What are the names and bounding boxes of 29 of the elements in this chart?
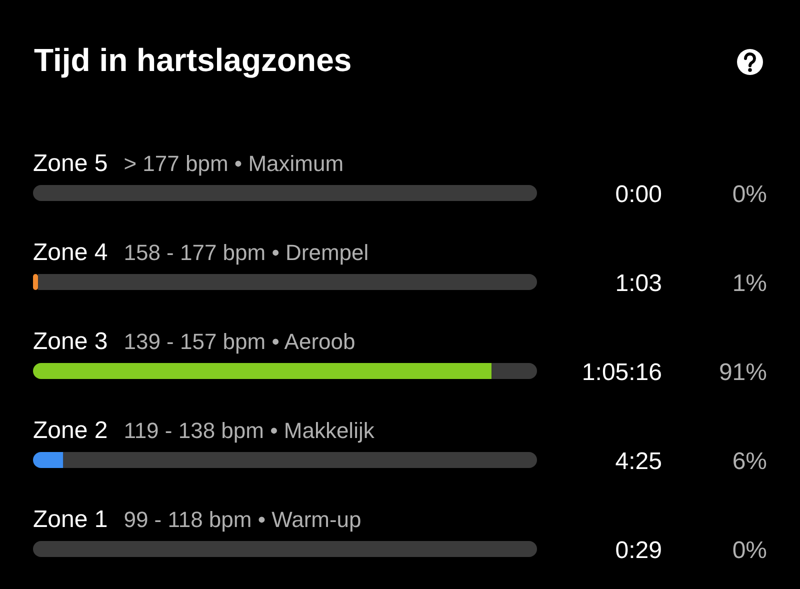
bar [33,541,537,557]
data-label: 0% [732,537,767,564]
data-label: 0% [732,181,767,208]
annotation: 158 - 177 bpm • Drempel [124,240,369,265]
bar [38,274,537,290]
y-tick-label: Zone 2 [33,417,108,444]
y-tick-label: Zone 3 [33,328,108,355]
bar [33,185,537,201]
bar [63,452,537,468]
annotation: > 177 bpm • Maximum [124,151,344,176]
y-tick-label: Zone 1 [33,506,108,533]
text: 4:25 [615,448,662,475]
bar [33,452,64,468]
annotation: 139 - 157 bpm • Aeroob [124,329,356,354]
text: 1:05:16 [582,359,662,386]
text: 1:03 [615,270,662,297]
data-label: 6% [732,448,767,475]
y-tick-label: Zone 4 [33,239,108,266]
text: 0:00 [615,181,662,208]
data-label: 1% [732,270,767,297]
annotation: 119 - 138 bpm • Makkelijk [124,418,376,443]
bar [492,363,537,379]
text: 0:29 [615,537,662,564]
annotation: 99 - 118 bpm • Warm-up [124,507,362,532]
data-label: 91% [718,359,767,386]
bar [33,274,38,290]
y-tick-label: Zone 5 [33,150,108,177]
bar [33,363,492,379]
chart-title: Tijd in hartslagzones [34,42,352,79]
